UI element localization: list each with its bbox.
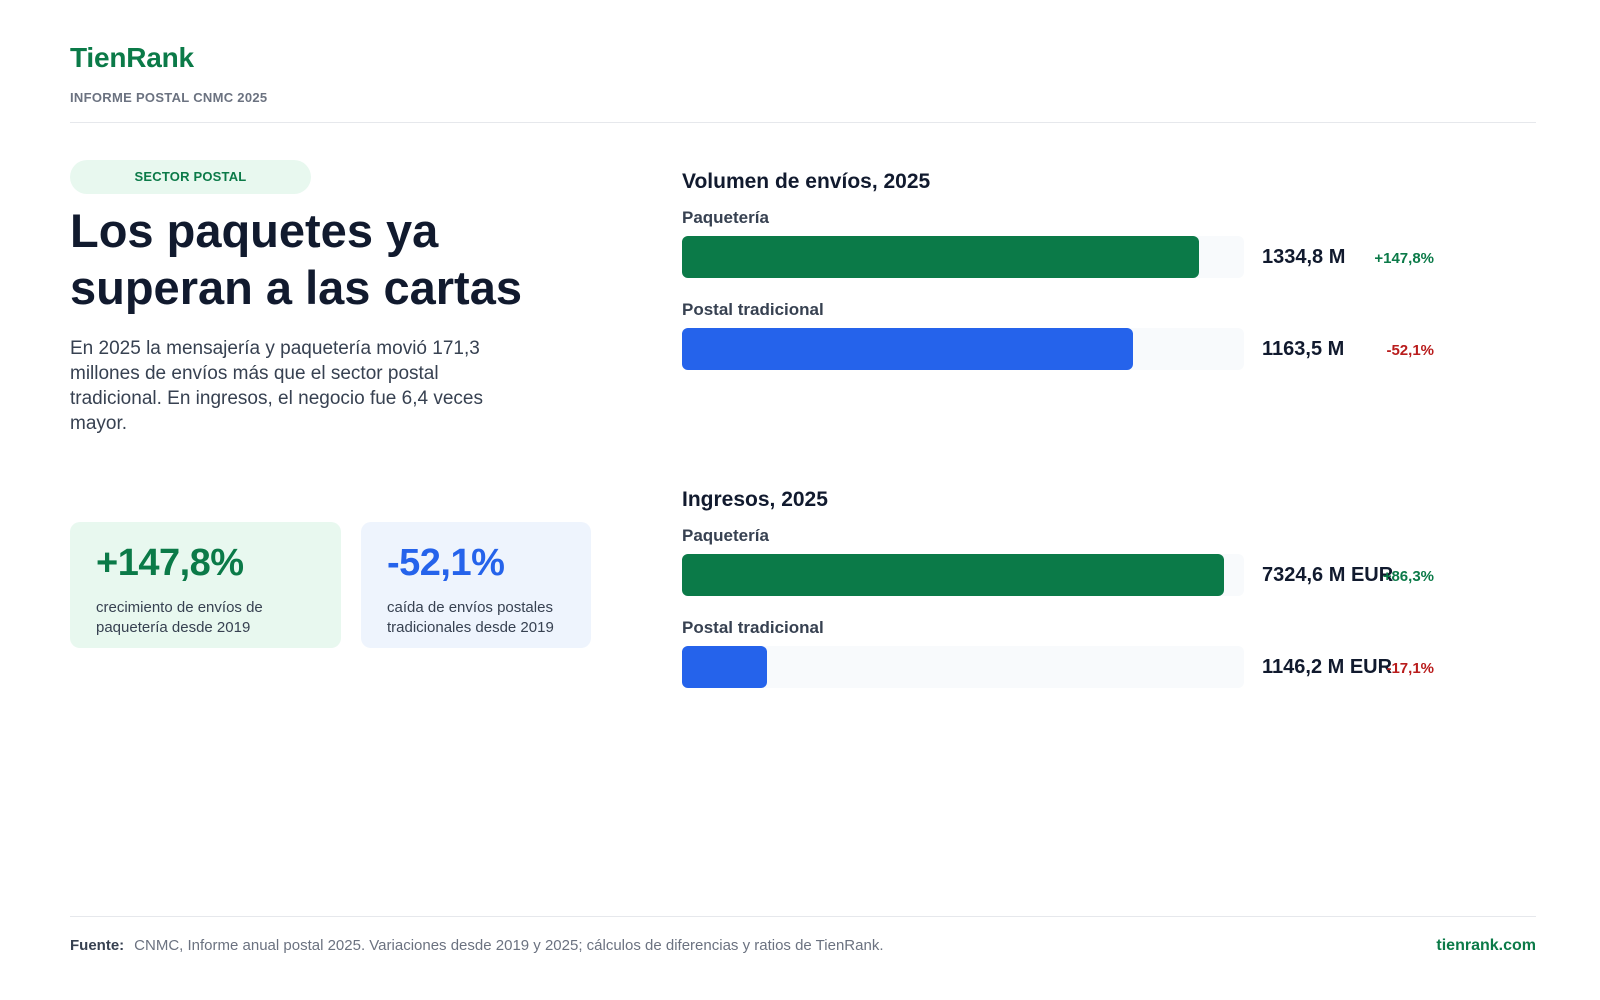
intro-section: SECTOR POSTAL Los paquetes ya superan a … <box>70 160 590 436</box>
change-label: -52,1% <box>1386 342 1434 359</box>
category-label: Paquetería <box>682 526 769 545</box>
bar-row: Postal tradicional 1163,5 M -52,1% <box>682 300 1462 382</box>
bar-charts: Volumen de envíos, 2025 Paquetería 1334,8 … <box>682 170 1462 700</box>
change-label: +86,3% <box>1382 568 1434 585</box>
category-label: Postal tradicional <box>682 618 824 637</box>
bar <box>682 554 1224 596</box>
category-label: Postal tradicional <box>682 300 824 319</box>
kpi-value: +147,8% <box>96 542 244 584</box>
category-label: Paquetería <box>682 208 769 227</box>
bar <box>682 328 1133 370</box>
kpi-card-parcel-growth: +147,8% crecimiento de envíos de paquete… <box>70 522 341 648</box>
bar-track <box>682 646 1244 688</box>
bar-track <box>682 554 1244 596</box>
kpi-card-postal-decline: -52,1% caída de envíos postales tradicio… <box>361 522 591 648</box>
value-label: 1163,5 M <box>1262 338 1345 360</box>
chart-panel-0: Volumen de envíos, 2025 Paquetería 1334,8 … <box>682 170 1462 382</box>
kpi-description: caída de envíos postales tradicionales d… <box>387 599 554 636</box>
change-label: +147,8% <box>1374 250 1434 267</box>
footer-divider <box>70 916 1536 917</box>
bar-track <box>682 328 1244 370</box>
source-text: CNMC, Informe anual postal 2025. Variaci… <box>134 937 884 954</box>
kpi-description: crecimiento de envíos de paquetería desd… <box>96 599 263 636</box>
chart-panel-1: Ingresos, 2025 Paquetería 7324,6 M EUR +86,… <box>682 488 1462 700</box>
change-label: -17,1% <box>1386 660 1434 677</box>
site-link[interactable]: tienrank.com <box>1436 937 1536 954</box>
chart-title: Ingresos, 2025 <box>682 488 828 511</box>
bar-track <box>682 236 1244 278</box>
lede-paragraph: En 2025 la mensajería y paquetería movió… <box>70 338 483 434</box>
bar <box>682 236 1199 278</box>
kpi-cards: +147,8% crecimiento de envíos de paquete… <box>70 522 591 648</box>
bar-row: Paquetería 7324,6 M EUR +86,3% <box>682 526 1462 608</box>
bar-row: Postal tradicional 1146,2 M EUR -17,1% <box>682 618 1462 700</box>
headline: Los paquetes ya superan a las cartas <box>70 204 522 314</box>
footer: Fuente: CNMC, Informe anual postal 2025. … <box>70 937 1536 954</box>
chart-title: Volumen de envíos, 2025 <box>682 170 931 193</box>
value-label: 1146,2 M EUR <box>1262 656 1393 678</box>
source-label: Fuente: <box>70 937 125 954</box>
page-header: TienRank INFORME POSTAL CNMC 2025 <box>70 42 1536 105</box>
brand-logo-text: TienRank <box>70 42 194 73</box>
value-label: 7324,6 M EUR <box>1262 564 1394 586</box>
bar-row: Paquetería 1334,8 M +147,8% <box>682 208 1462 290</box>
sector-tag: SECTOR POSTAL <box>70 160 311 194</box>
bar <box>682 646 767 688</box>
report-subtitle: INFORME POSTAL CNMC 2025 <box>70 90 268 105</box>
value-label: 1334,8 M <box>1262 246 1346 268</box>
header-divider <box>70 122 1536 123</box>
kpi-value: -52,1% <box>387 542 505 584</box>
